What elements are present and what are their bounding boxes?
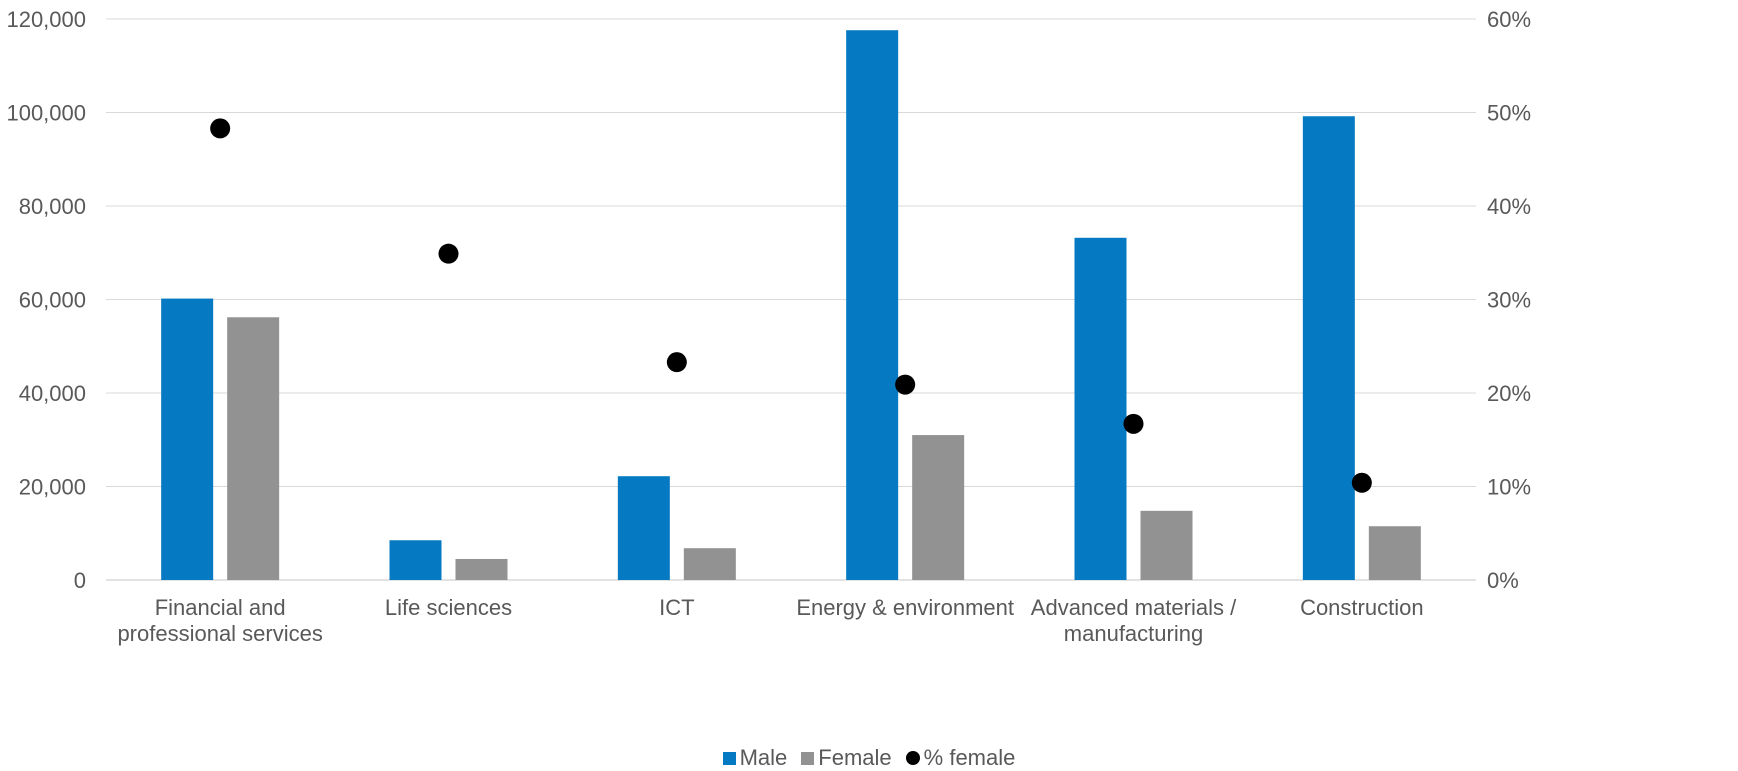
category-label: Advanced materials / manufacturing [1031, 595, 1237, 646]
left-axis-tick-label: 120,000 [6, 7, 86, 32]
left-axis-tick-label: 80,000 [19, 194, 86, 219]
legend-item-male: Male [722, 745, 788, 771]
gridlines [106, 18, 1476, 581]
right-axis-tick-label: 10% [1487, 475, 1531, 500]
category-label: Financial and professional services [117, 595, 322, 646]
bar-female [455, 558, 508, 580]
bar-male [389, 540, 442, 580]
left-axis-tick-label: 0 [74, 568, 86, 593]
legend-swatch-female [801, 751, 815, 765]
left-axis-tick-label: 60,000 [19, 288, 86, 313]
axis-ticks: 0 0% 20,000 10% 40,000 20% 60,000 30% 80,000 40% 1… [6, 7, 1531, 593]
bar-female [912, 435, 965, 580]
legend-label-female: Female [818, 745, 892, 770]
bar-female [227, 317, 280, 580]
right-axis-tick-label: 60% [1487, 7, 1531, 32]
bars [161, 30, 1421, 581]
legend-label-pct-female: % female [923, 745, 1016, 770]
left-axis-tick-label: 100,000 [6, 101, 86, 126]
category-label: Life sciences [385, 595, 512, 620]
category-label: ICT [659, 595, 694, 620]
point-pct-female [666, 352, 687, 373]
category-labels: Financial and professional services Life s… [117, 595, 1423, 646]
right-axis-tick-label: 40% [1487, 194, 1531, 219]
point-pct-female [1123, 413, 1144, 434]
bar-male [161, 298, 214, 580]
left-axis-tick-label: 20,000 [19, 475, 86, 500]
bar-female [1140, 510, 1193, 580]
bar-male [846, 30, 899, 581]
pct-female-points [210, 118, 1372, 493]
bar-female [1368, 526, 1421, 580]
point-pct-female [438, 243, 459, 264]
bar-male [617, 476, 670, 580]
chart: 0 0% 20,000 10% 40,000 20% 60,000 30% 80,000 40% 1… [6, 7, 1531, 646]
right-axis-tick-label: 50% [1487, 101, 1531, 126]
legend-swatch-male [722, 751, 736, 765]
legend: Male Female % female [0, 745, 1738, 771]
category-label: Energy & environment [796, 595, 1014, 620]
right-axis-tick-label: 20% [1487, 381, 1531, 406]
legend-label-male: Male [739, 745, 788, 770]
point-pct-female [895, 374, 916, 395]
right-axis-tick-label: 30% [1487, 288, 1531, 313]
legend-item-female: Female [801, 745, 892, 771]
point-pct-female [1351, 472, 1372, 493]
category-label: Construction [1300, 595, 1424, 620]
legend-item-pct-female: % female [905, 745, 1016, 771]
bar-female [683, 548, 736, 580]
bar-male [1074, 237, 1127, 581]
right-axis-tick-label: 0% [1487, 568, 1519, 593]
left-axis-tick-label: 40,000 [19, 381, 86, 406]
point-pct-female [210, 118, 231, 139]
bar-male [1302, 116, 1355, 581]
legend-marker-pct-female [905, 751, 920, 765]
